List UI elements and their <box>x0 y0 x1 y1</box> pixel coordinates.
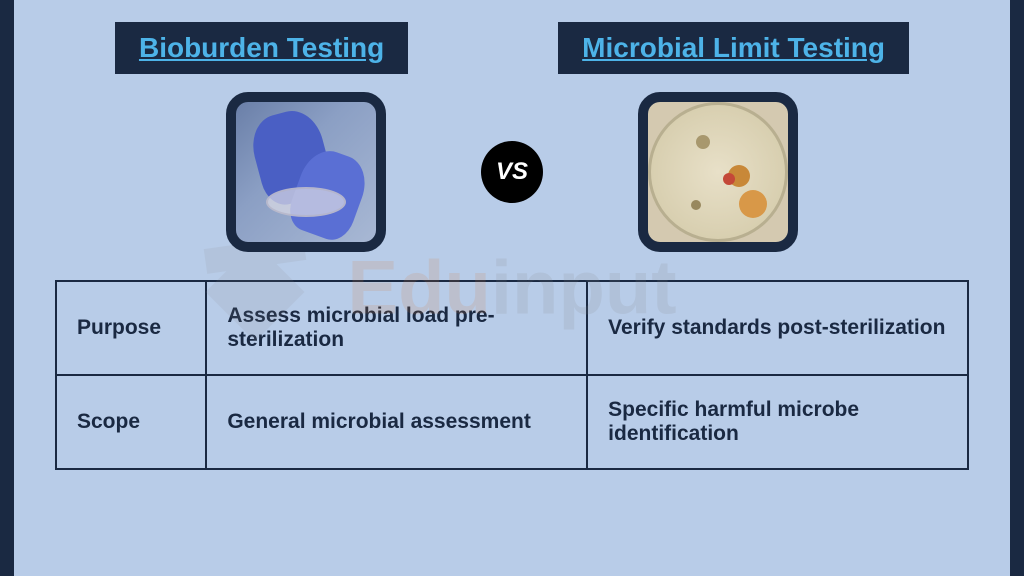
dish-shape <box>266 187 346 217</box>
image-bioburden <box>226 92 386 252</box>
vs-label: VS <box>496 158 528 186</box>
header-row: Bioburden Testing Microbial Limit Testin… <box>0 0 1024 82</box>
title-right: Microbial Limit Testing <box>582 32 885 63</box>
images-row: VS <box>0 82 1024 262</box>
comparison-table: Purpose Assess microbial load pre-steril… <box>55 280 969 470</box>
colony-shape <box>696 135 710 149</box>
colony-shape <box>723 173 735 185</box>
colony-shape <box>739 190 767 218</box>
cell-left: General microbial assessment <box>206 375 587 469</box>
cell-right: Specific harmful microbe identification <box>587 375 968 469</box>
comparison-table-wrap: Purpose Assess microbial load pre-steril… <box>0 262 1024 470</box>
cell-left: Assess microbial load pre-sterilization <box>206 281 587 375</box>
petri-dish <box>648 102 788 242</box>
table-row: Purpose Assess microbial load pre-steril… <box>56 281 968 375</box>
row-label: Purpose <box>56 281 206 375</box>
row-label: Scope <box>56 375 206 469</box>
title-left-box: Bioburden Testing <box>115 22 408 74</box>
title-left: Bioburden Testing <box>139 32 384 63</box>
colony-shape <box>691 200 701 210</box>
title-right-box: Microbial Limit Testing <box>558 22 909 74</box>
table-row: Scope General microbial assessment Speci… <box>56 375 968 469</box>
vs-badge: VS <box>481 141 543 203</box>
cell-right: Verify standards post-sterilization <box>587 281 968 375</box>
image-microbial <box>638 92 798 252</box>
